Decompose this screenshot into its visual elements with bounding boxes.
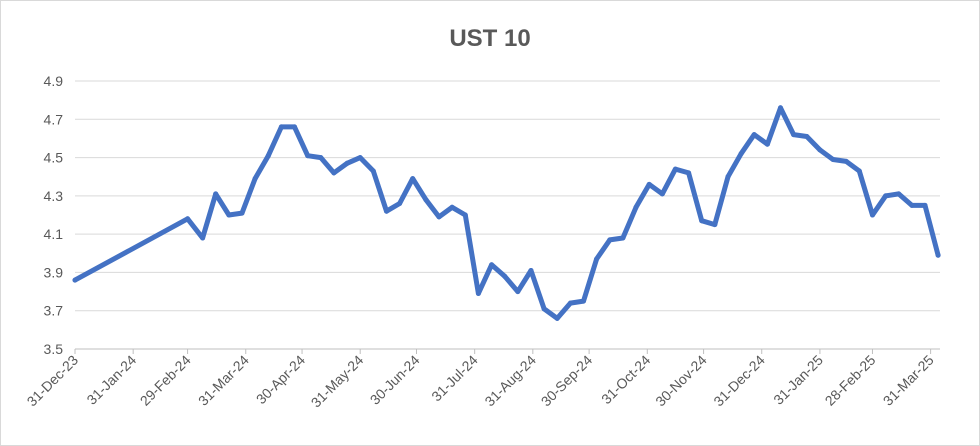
data-point — [830, 157, 836, 162]
data-point — [305, 153, 311, 159]
x-tick-label: 31-Jul-24 — [428, 352, 481, 405]
data-point — [567, 300, 573, 306]
data-point — [594, 256, 600, 262]
data-point — [213, 191, 219, 197]
data-point — [318, 155, 324, 161]
x-tick-label: 29-Feb-24 — [137, 352, 194, 409]
x-tick-label: 31-Mar-24 — [195, 352, 252, 409]
data-point — [252, 176, 258, 182]
y-axis-ticks: 3.5 3.7 3.9 4.1 4.3 4.5 4.7 4.9 — [44, 73, 64, 357]
data-point — [922, 202, 928, 208]
data-point — [397, 201, 403, 206]
x-tick-label: 31-Aug-24 — [481, 352, 539, 410]
data-point — [72, 277, 78, 283]
x-tick-label: 31-Jan-24 — [83, 352, 139, 408]
x-tick-label: 30-Jun-24 — [367, 352, 423, 408]
data-point — [554, 315, 560, 321]
data-point — [686, 170, 692, 176]
data-point — [200, 235, 206, 241]
y-tick-label: 3.7 — [44, 303, 64, 319]
data-point — [672, 166, 678, 172]
y-tick-label: 4.5 — [44, 150, 64, 166]
data-point — [712, 222, 718, 228]
data-point — [843, 158, 849, 164]
data-point — [738, 151, 744, 157]
data-point — [856, 168, 862, 174]
data-point — [935, 252, 941, 258]
data-point — [646, 181, 652, 187]
data-point — [384, 208, 389, 214]
data-point — [462, 212, 468, 218]
data-point — [581, 298, 586, 304]
data-point — [502, 273, 508, 279]
data-point — [436, 214, 442, 220]
data-point — [607, 237, 613, 243]
data-point — [528, 268, 534, 273]
y-tick-label: 4.3 — [44, 188, 64, 204]
data-point — [239, 210, 245, 216]
data-point — [883, 193, 889, 199]
data-point — [370, 168, 376, 174]
y-tick-label: 4.7 — [44, 111, 64, 127]
data-point — [870, 212, 875, 218]
data-point — [449, 204, 455, 210]
x-tick-label: 31-Jan-25 — [770, 352, 826, 408]
data-point — [410, 176, 416, 182]
data-point — [633, 204, 639, 210]
data-point — [791, 132, 797, 138]
y-tick-label: 3.9 — [44, 264, 64, 280]
gridlines — [75, 80, 940, 350]
x-tick-label: 30-Nov-24 — [652, 352, 710, 410]
chart-title: UST 10 — [449, 25, 530, 52]
data-point — [489, 262, 495, 268]
y-tick-label: 4.1 — [44, 226, 64, 242]
data-point — [909, 202, 915, 208]
data-point — [357, 155, 363, 161]
data-point — [817, 147, 823, 153]
x-tick-label: 31-Mar-25 — [880, 352, 937, 409]
x-tick-label: 30-Sep-24 — [538, 352, 596, 410]
data-point — [804, 134, 810, 139]
series-line — [72, 105, 941, 321]
data-point — [541, 306, 547, 312]
data-point — [185, 216, 191, 222]
series-layer — [72, 105, 941, 321]
x-tick-label: 31-Dec-24 — [710, 352, 768, 410]
data-point — [331, 170, 337, 176]
data-point — [620, 235, 626, 241]
y-tick-label: 4.9 — [44, 73, 64, 89]
data-point — [896, 191, 902, 197]
x-tick-label: 31-May-24 — [308, 352, 367, 411]
data-point — [344, 160, 350, 166]
data-point — [751, 132, 757, 138]
data-point — [226, 212, 232, 218]
x-tick-label: 30-Apr-24 — [253, 352, 308, 407]
data-point — [725, 174, 731, 180]
data-point — [265, 153, 271, 159]
data-point — [423, 197, 429, 203]
data-point — [778, 105, 783, 111]
x-tick-label: 31-Dec-23 — [24, 352, 82, 410]
y-tick-label: 3.5 — [44, 341, 64, 357]
data-point — [764, 141, 770, 147]
data-point — [278, 124, 284, 130]
data-point — [515, 289, 521, 295]
data-point — [475, 291, 481, 296]
data-point — [699, 218, 705, 224]
x-tick-label: 28-Feb-25 — [822, 352, 879, 409]
x-tick-label: 31-Oct-24 — [598, 352, 653, 407]
data-point — [659, 191, 665, 197]
data-point — [292, 124, 297, 130]
